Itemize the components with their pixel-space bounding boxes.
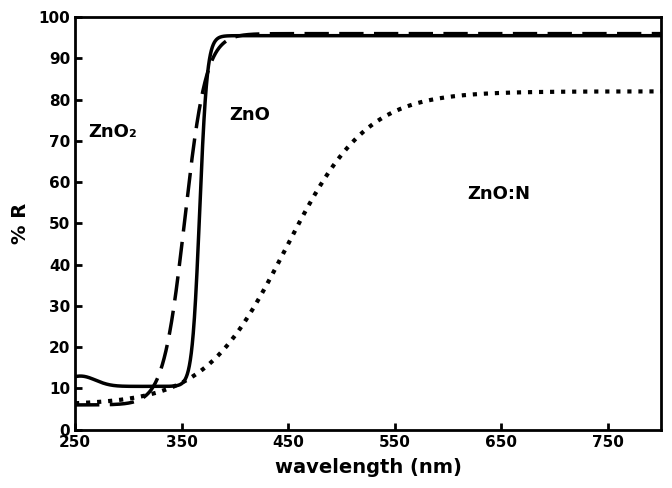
Text: ZnO: ZnO [230, 106, 270, 124]
Text: ZnO₂: ZnO₂ [88, 123, 136, 141]
Text: ZnO:N: ZnO:N [467, 185, 530, 203]
Y-axis label: % R: % R [11, 203, 30, 244]
X-axis label: wavelength (nm): wavelength (nm) [275, 458, 462, 477]
